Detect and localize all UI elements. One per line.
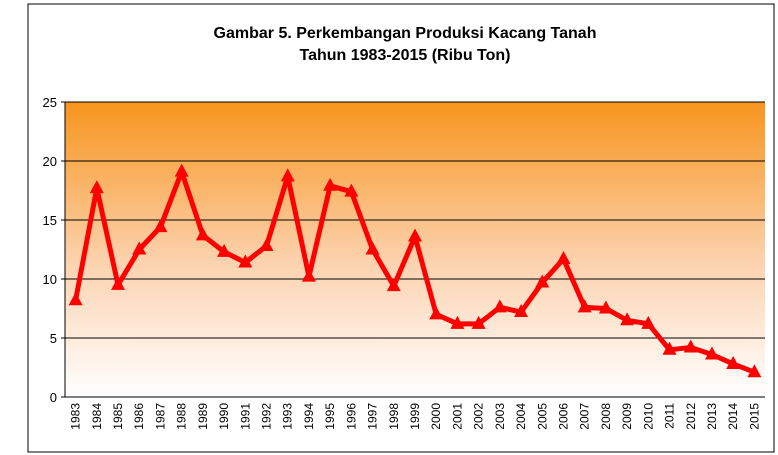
x-tick-label: 1993 <box>281 403 295 430</box>
marker <box>429 306 444 320</box>
marker <box>726 355 741 369</box>
x-tick-label: 2011 <box>663 403 677 429</box>
chart-title: Gambar 5. Perkembangan Produksi Kacang T… <box>214 25 597 42</box>
x-tick-label: 2009 <box>620 403 634 430</box>
x-tick-label: 2002 <box>472 403 486 430</box>
marker <box>89 180 104 194</box>
marker <box>323 177 338 191</box>
x-tick-label: 1989 <box>196 403 210 430</box>
marker <box>471 315 486 329</box>
x-tick-label: 1997 <box>366 403 380 430</box>
marker <box>514 304 529 318</box>
marker <box>408 228 422 242</box>
x-tick-label: 2014 <box>726 403 740 430</box>
x-tick-label: 2001 <box>450 403 464 430</box>
marker <box>620 312 635 326</box>
y-tick-label: 25 <box>43 95 57 110</box>
marker <box>280 168 295 182</box>
x-tick-label: 2006 <box>556 403 570 430</box>
x-tick-label: 1984 <box>90 403 104 430</box>
x-tick-label: 1983 <box>69 403 83 430</box>
x-tick-label: 1999 <box>408 403 422 430</box>
chart-subtitle: Tahun 1983-2015 (Ribu Ton) <box>300 47 511 64</box>
x-tick-label: 1996 <box>344 403 358 430</box>
marker <box>174 163 189 177</box>
marker <box>704 346 719 360</box>
x-tick-label: 2008 <box>599 403 613 430</box>
x-tick-label: 2003 <box>493 403 507 430</box>
x-tick-label: 1991 <box>238 403 252 430</box>
marker <box>195 227 210 241</box>
marker <box>344 183 359 197</box>
x-tick-label: 1994 <box>302 403 316 430</box>
y-tick-label: 20 <box>43 154 57 169</box>
marker <box>662 341 677 355</box>
marker <box>386 278 401 292</box>
x-tick-label: 2005 <box>535 403 549 430</box>
x-tick-label: 2000 <box>429 403 443 430</box>
marker <box>301 268 316 282</box>
x-tick-label: 2013 <box>705 403 719 430</box>
y-tick-label: 10 <box>43 272 57 287</box>
marker <box>259 237 274 251</box>
marker <box>132 241 147 255</box>
y-tick-label: 0 <box>50 390 57 405</box>
marker <box>153 219 168 233</box>
marker <box>365 241 380 255</box>
x-tick-label: 1990 <box>217 403 231 430</box>
y-tick-label: 15 <box>43 213 57 228</box>
x-tick-label: 2012 <box>684 403 698 430</box>
x-tick-label: 2004 <box>514 403 528 430</box>
plot-area <box>65 102 765 397</box>
x-tick-label: 2015 <box>747 403 761 430</box>
x-tick-label: 1986 <box>132 403 146 430</box>
x-tick-label: 1985 <box>111 403 125 430</box>
marker <box>238 254 253 268</box>
marker <box>747 364 762 378</box>
marker <box>577 299 592 313</box>
x-tick-label: 2007 <box>578 403 592 430</box>
marker <box>641 315 656 329</box>
x-tick-label: 1988 <box>175 403 189 430</box>
marker <box>683 339 698 353</box>
marker <box>556 250 571 264</box>
x-tick-label: 2010 <box>641 403 655 430</box>
y-tick-label: 5 <box>50 331 57 346</box>
x-tick-label: 1987 <box>153 403 167 430</box>
marker <box>492 299 507 313</box>
x-tick-label: 1992 <box>260 403 274 430</box>
marker <box>111 276 126 290</box>
marker <box>450 315 465 329</box>
marker <box>598 300 613 314</box>
marker <box>217 243 232 257</box>
x-tick-label: 1998 <box>387 403 401 430</box>
marker <box>535 274 550 288</box>
marker <box>68 292 83 306</box>
x-tick-label: 1995 <box>323 403 337 430</box>
